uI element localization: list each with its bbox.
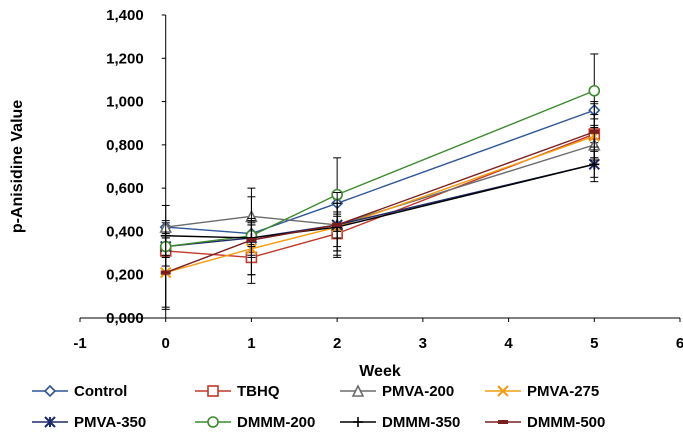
legend-label: DMMM-200	[237, 414, 315, 431]
x-tick-label: 5	[590, 335, 598, 352]
y-tick-label: 0,600	[106, 180, 144, 197]
data-point	[588, 84, 601, 97]
legend-marker	[353, 417, 363, 427]
series-tbhq	[159, 124, 601, 276]
legend-item-dmmm-200: DMMM-200	[195, 414, 315, 431]
series-pmva-350	[160, 150, 600, 258]
x-tick-label: -1	[73, 335, 86, 352]
series-line	[165, 144, 595, 228]
series-line	[165, 109, 595, 235]
legend-item-pmva-350: PMVA-350	[32, 414, 146, 431]
legend-label: DMMM-350	[382, 414, 460, 431]
series-line	[165, 90, 595, 248]
x-tick-label: 3	[419, 335, 427, 352]
y-tick-label: 1,000	[106, 94, 144, 111]
x-tick-label: 1	[247, 335, 255, 352]
legend-marker	[44, 416, 56, 428]
series-pmva-200	[159, 131, 601, 252]
axes: 0,000 0,200 0,400 0,600 0,800 1,000 1,200 1,400…	[9, 7, 683, 380]
series-line	[165, 131, 595, 274]
series-group	[159, 53, 601, 310]
y-tick-label: 1,400	[106, 7, 144, 24]
legend-label: PMVA-275	[527, 383, 599, 400]
series-line	[165, 133, 595, 259]
y-tick-label: 0,800	[106, 137, 144, 154]
legend-marker	[207, 385, 219, 397]
y-tick-label: 1,200	[106, 50, 144, 67]
legend-marker	[207, 416, 219, 428]
data-point	[160, 270, 171, 275]
series-line	[165, 163, 595, 239]
legend-marker	[498, 420, 508, 424]
x-tick-label: 0	[162, 335, 170, 352]
y-tick-label: 0,200	[106, 267, 144, 284]
legend-item-dmmm-350: DMMM-350	[340, 414, 460, 431]
legend-marker	[43, 384, 57, 398]
legend-marker	[497, 385, 509, 397]
x-axis-title: Week	[359, 363, 401, 380]
legend-label: TBHQ	[237, 383, 280, 400]
legend-item-control: Control	[32, 383, 127, 400]
legend-label: PMVA-200	[382, 383, 454, 400]
legend-label: PMVA-350	[74, 414, 146, 431]
y-tick-label: 0,400	[106, 223, 144, 240]
x-tick-label: 4	[504, 335, 513, 352]
series-dmmm-500	[160, 103, 600, 310]
legend-item-dmmm-500: DMMM-500	[485, 414, 605, 431]
data-point	[332, 222, 343, 227]
legend-item-tbhq: TBHQ	[195, 383, 280, 400]
legend-label: DMMM-500	[527, 414, 605, 431]
series-dmmm-350	[160, 146, 600, 267]
legend: Control TBHQ PMVA-200 PMVA-275 PMVA-350 DMMM-…	[32, 383, 605, 431]
data-point	[246, 238, 257, 243]
legend-item-pmva-275: PMVA-275	[485, 383, 599, 400]
legend-label: Control	[74, 383, 127, 400]
data-point	[589, 159, 600, 170]
x-tick-label: 2	[333, 335, 341, 352]
x-tick-label: 6	[676, 335, 683, 352]
y-tick-label: 0,000	[106, 310, 144, 327]
data-point	[589, 129, 600, 134]
legend-marker	[351, 384, 365, 397]
series-control	[159, 101, 601, 243]
series-line	[165, 135, 595, 274]
y-axis-title: p-Anisidine Value	[9, 100, 26, 233]
series-line	[165, 163, 595, 248]
legend-item-pmva-200: PMVA-200	[340, 383, 454, 400]
